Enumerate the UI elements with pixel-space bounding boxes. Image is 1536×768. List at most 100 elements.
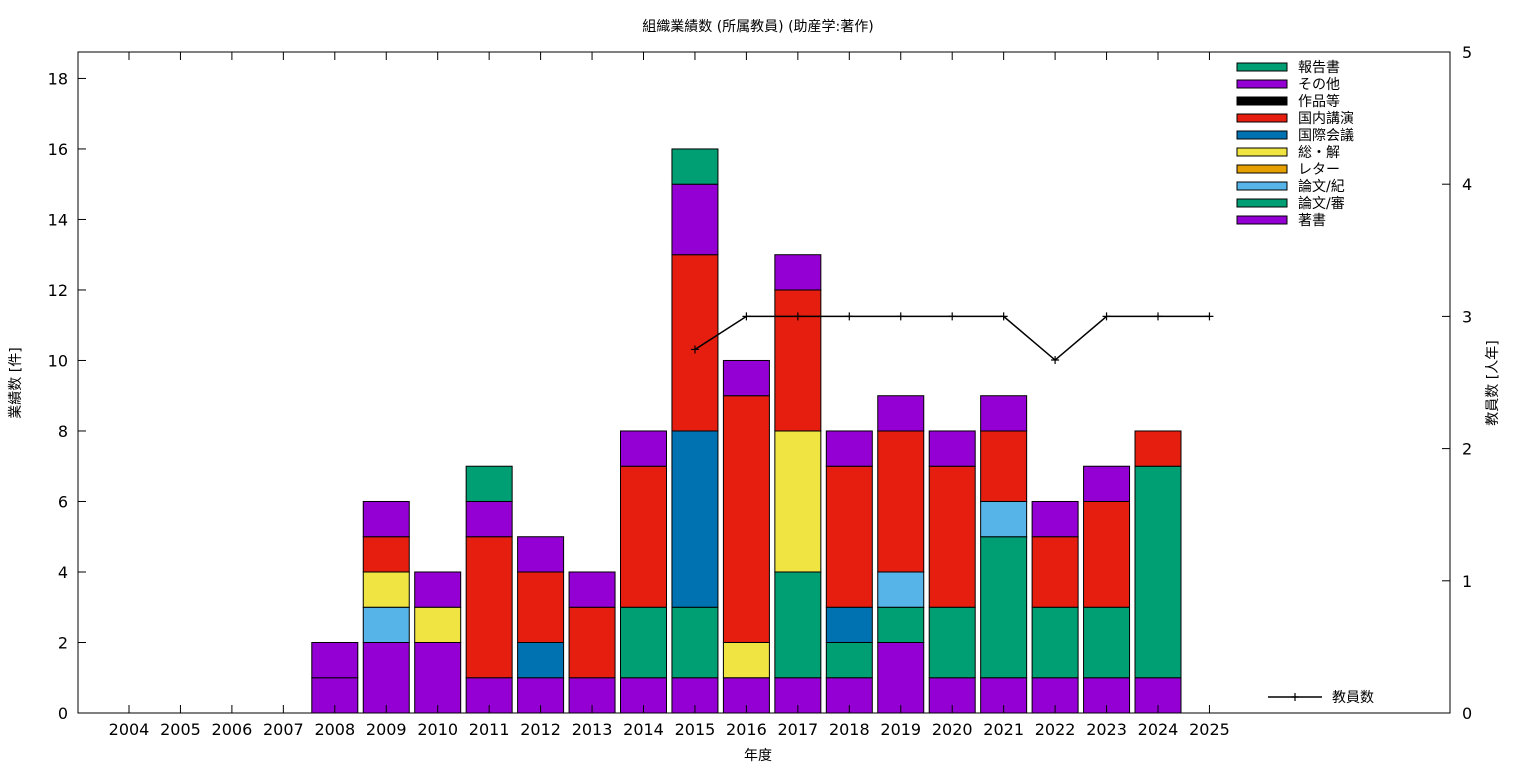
plot-frame [77, 51, 1451, 714]
x-tick-label: 2005 [160, 720, 201, 739]
x-tick-label: 2019 [880, 720, 921, 739]
bar-segment [774, 571, 822, 679]
chart-title: 組織業績数 (所属教員) (助産学:著作) [642, 19, 873, 35]
line-point [793, 312, 802, 321]
y-tick-label: 2 [58, 633, 68, 652]
x-tick-label: 2013 [572, 720, 613, 739]
y2-axis-label: 教員数 [人年] [1485, 340, 1501, 425]
x-tick-label: 2018 [829, 720, 870, 739]
bar-segment [568, 606, 616, 679]
y-tick-label: 10 [48, 351, 68, 370]
x-tick-label: 2021 [983, 720, 1024, 739]
bar-segment [362, 641, 410, 714]
y-tick-label: 16 [48, 140, 68, 159]
y2-tick-label: 3 [1462, 307, 1472, 326]
bar-segment [774, 254, 822, 291]
line-point [999, 312, 1008, 321]
bar-segment [414, 571, 462, 608]
line-point [690, 345, 699, 354]
x-axis-label: 年度 [744, 748, 772, 764]
bar-segment [362, 606, 410, 643]
bar-segment [671, 183, 719, 256]
y-tick-label: 14 [48, 210, 68, 229]
legend-swatch [1236, 79, 1288, 89]
legend-swatch [1236, 198, 1288, 208]
y-tick-label: 6 [58, 492, 68, 511]
bar-segment [877, 395, 925, 432]
bar-segment [877, 606, 925, 643]
bar-segment [517, 641, 565, 679]
bar-segment [877, 571, 925, 608]
bar-segment [928, 606, 976, 679]
bar-segment [722, 641, 770, 679]
y2-tick-label: 1 [1462, 572, 1472, 591]
bar-segment [774, 430, 822, 573]
bar-segment [465, 536, 513, 679]
bar-segment [980, 395, 1028, 432]
legend-label: その他 [1298, 77, 1340, 93]
legend-swatch [1236, 181, 1288, 191]
bar-segment [620, 465, 667, 608]
bar-segment [1031, 536, 1079, 608]
y2-tick-label: 2 [1462, 440, 1472, 459]
bar-segment [465, 500, 513, 538]
x-tick-label: 2012 [520, 720, 561, 739]
x-tick-label: 2014 [623, 720, 664, 739]
legend-swatch [1236, 215, 1288, 225]
x-tick-label: 2010 [417, 720, 458, 739]
bar-segment [517, 571, 565, 643]
y2-tick-label: 0 [1462, 704, 1472, 723]
y-tick-label: 0 [58, 704, 68, 723]
legend-swatch [1236, 62, 1288, 72]
line-point [1102, 312, 1111, 321]
line-point [896, 312, 905, 321]
bar-segment [671, 430, 719, 608]
bar-segment [311, 641, 359, 679]
bar-segment [722, 395, 770, 643]
y-tick-label: 18 [48, 69, 68, 88]
y-tick-label: 12 [48, 281, 68, 300]
bar-segment [362, 536, 410, 573]
bar-segment [1134, 430, 1182, 467]
bar-segment [825, 465, 873, 608]
x-tick-label: 2023 [1086, 720, 1127, 739]
bar-segment [568, 571, 616, 608]
bar-segment [928, 465, 976, 608]
legend-label: 国際会議 [1298, 127, 1354, 144]
legend-swatch [1236, 164, 1288, 174]
legend-label: 作品等 [1298, 93, 1340, 110]
bar-segment [774, 289, 822, 432]
bar-segment [928, 430, 976, 467]
line-point [1154, 312, 1162, 321]
bar-segment [620, 606, 667, 679]
legend-label: 著書 [1298, 213, 1326, 229]
line-series [694, 315, 1210, 362]
line-point [845, 312, 854, 321]
line-point [948, 312, 957, 321]
x-tick-label: 2024 [1138, 720, 1179, 739]
bar-segment [1134, 465, 1182, 679]
bar-segment [1031, 500, 1079, 538]
y2-tick-label: 4 [1462, 175, 1472, 194]
legend-line-label: 教員数 [1332, 690, 1374, 706]
bars-layer [311, 148, 1182, 714]
legend-label: 国内講演 [1298, 111, 1354, 127]
bar-segment [980, 430, 1028, 502]
legend-swatch [1236, 147, 1288, 157]
legend-line-marker [1291, 693, 1299, 701]
x-tick-label: 2011 [469, 720, 510, 739]
bar-segment [980, 536, 1028, 679]
legend-label: 論文/審 [1298, 196, 1345, 212]
y-tick-label: 4 [58, 563, 68, 582]
y2-tick-label: 5 [1462, 43, 1472, 62]
bar-segment [1031, 606, 1079, 679]
bar-segment [825, 606, 873, 643]
bar-segment [877, 430, 925, 573]
bar-segment [1083, 500, 1131, 608]
line-point [1205, 312, 1214, 321]
bar-segment [414, 641, 462, 714]
x-tick-label: 2017 [777, 720, 818, 739]
